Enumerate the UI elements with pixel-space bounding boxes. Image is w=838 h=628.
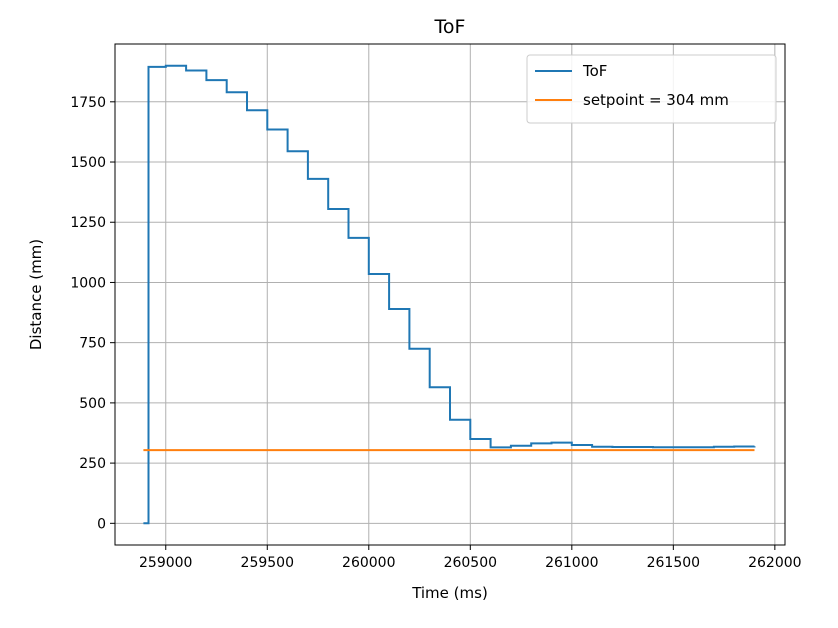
grid: [115, 44, 785, 545]
y-tick-label: 0: [97, 516, 106, 532]
x-tick-label: 260000: [342, 555, 395, 571]
plot-area-frame: [114, 43, 786, 546]
y-tick-label: 750: [79, 336, 106, 352]
series-layer: [143, 64, 756, 525]
y-axis-label: Distance (mm): [27, 239, 45, 350]
y-axis-ticks: 0 250 500 750 1000 1250 1500 1750: [70, 95, 115, 532]
x-tick-label: 259500: [241, 555, 294, 571]
y-tick-label: 1500: [70, 155, 106, 171]
x-tick-label: 259000: [139, 555, 192, 571]
series-line-tof: [143, 64, 756, 525]
x-tick-label: 261500: [647, 555, 700, 571]
y-tick-label: 1000: [70, 275, 106, 291]
y-tick-label: 1250: [70, 215, 106, 231]
chart-title: ToF: [434, 16, 466, 38]
legend-box: [526, 54, 777, 124]
y-tick-label: 500: [79, 396, 106, 412]
legend-label: setpoint = 304 mm: [583, 91, 729, 109]
y-tick-label: 250: [79, 456, 106, 472]
legend-label: ToF: [582, 62, 607, 80]
x-axis-ticks: 259000 259500 260000 260500 261000 261500 2620…: [139, 545, 802, 571]
x-tick-label: 262000: [748, 555, 801, 571]
x-axis-label: Time (ms): [411, 584, 488, 602]
x-tick-label: 261000: [545, 555, 598, 571]
y-tick-label: 1750: [70, 95, 106, 111]
legend: ToF setpoint = 304 mm: [526, 54, 777, 124]
x-tick-label: 260500: [444, 555, 497, 571]
